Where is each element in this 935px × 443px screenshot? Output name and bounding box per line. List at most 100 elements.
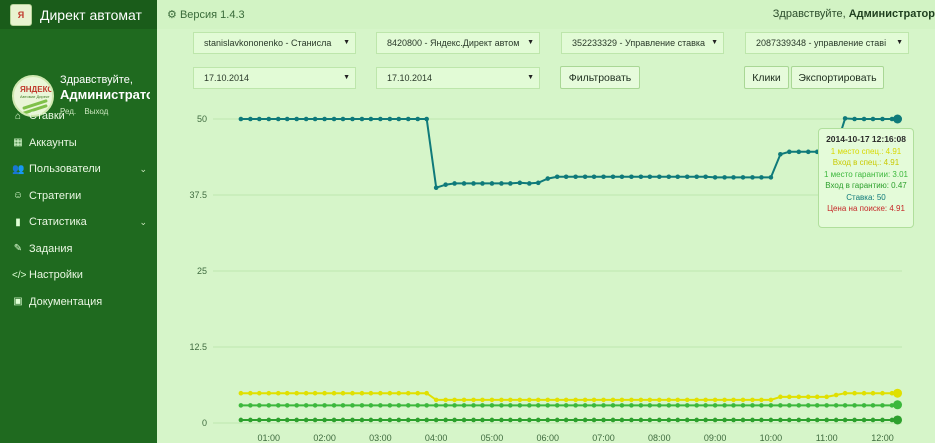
- app-title[interactable]: Директ автомат: [40, 6, 142, 23]
- data-point: [880, 417, 885, 423]
- data-point: [443, 182, 448, 187]
- data-point: [238, 417, 244, 423]
- data-point: [517, 397, 523, 403]
- data-point: [433, 397, 439, 403]
- data-point: [508, 403, 513, 408]
- sidebar-item-0[interactable]: ⌂ Ставки: [0, 103, 157, 130]
- caret-down-icon: ▼: [343, 39, 350, 46]
- data-point: [424, 417, 429, 423]
- y-tick-label: 12.5: [189, 342, 207, 352]
- profile-links: Ред. Выход: [60, 107, 114, 116]
- filter-button[interactable]: Фильтровать: [560, 66, 640, 89]
- data-point: [471, 417, 476, 423]
- brand-bar[interactable]: Я Директ автомат: [0, 0, 157, 29]
- data-point: [647, 417, 653, 423]
- data-point: [573, 397, 578, 403]
- data-point: [535, 403, 541, 408]
- sidebar-item-label: Статистика: [29, 216, 87, 229]
- data-point: [582, 174, 588, 180]
- sidebar-item-label: Задания: [29, 242, 73, 255]
- data-point: [787, 417, 792, 423]
- data-point: [266, 403, 272, 408]
- company-select[interactable]: 8420800 - Яндекс.Директ автом ▼: [376, 32, 540, 54]
- sidebar-item-3[interactable]: ☺ Стратегии: [0, 183, 157, 210]
- data-point: [535, 397, 541, 403]
- data-point: [814, 417, 820, 423]
- x-tick-label: 02:00: [313, 433, 336, 443]
- data-point: [889, 116, 895, 122]
- phrase-select[interactable]: 2087339348 - управление ставі ▼: [745, 32, 909, 54]
- campaign-select[interactable]: 352233329 - Управление ставка ▼: [561, 32, 724, 54]
- data-point: [331, 403, 337, 408]
- data-point: [768, 417, 774, 423]
- top-username[interactable]: Администратор: [848, 8, 935, 20]
- data-point: [684, 174, 690, 180]
- data-point: [870, 116, 876, 122]
- data-point: [452, 403, 457, 408]
- data-point: [284, 390, 290, 396]
- sidebar-item-label: Стратегии: [29, 189, 82, 202]
- sidebar-item-6[interactable]: </> Настройки: [0, 262, 157, 289]
- data-point: [359, 403, 365, 408]
- app-logo-icon: Я: [10, 3, 32, 26]
- data-point: [294, 116, 299, 122]
- data-point: [619, 174, 625, 180]
- caret-down-icon: ▼: [527, 74, 534, 81]
- data-point: [517, 417, 523, 423]
- data-point: [591, 174, 597, 180]
- data-point: [796, 149, 802, 155]
- data-point: [563, 403, 569, 408]
- data-point: [350, 417, 355, 423]
- data-point: [740, 403, 746, 408]
- sidebar-item-4[interactable]: ▮ Статистика ⌄: [0, 209, 157, 236]
- chevron-down-icon[interactable]: ⌄: [139, 163, 147, 174]
- sidebar-item-7[interactable]: ▣ Документация: [0, 289, 157, 316]
- data-point: [712, 417, 718, 423]
- data-point: [740, 417, 746, 423]
- y-tick-label: 37.5: [189, 190, 207, 200]
- data-point: [480, 403, 485, 408]
- sidebar-item-label: Пользователи: [29, 163, 101, 176]
- data-point: [433, 403, 439, 408]
- data-point: [647, 397, 653, 403]
- top-greeting: Здравствуйте, Администратор: [773, 8, 935, 20]
- data-point: [712, 175, 718, 180]
- profile-greeting: Здравствуйте,: [60, 74, 133, 86]
- date-to-select[interactable]: 17.10.2014 ▼: [376, 67, 540, 89]
- data-point: [657, 174, 662, 180]
- data-point: [424, 403, 429, 408]
- data-point: [787, 394, 792, 400]
- data-point: [424, 390, 429, 396]
- edit-profile-link[interactable]: Ред.: [60, 107, 77, 116]
- data-point: [610, 403, 616, 408]
- chevron-down-icon[interactable]: ⌄: [139, 216, 147, 227]
- data-point: [805, 394, 811, 400]
- edit-icon: ✎: [13, 243, 23, 255]
- clicks-button[interactable]: Клики: [744, 66, 789, 89]
- account-select[interactable]: stanislavkononenko - Станисла ▼: [193, 32, 356, 54]
- data-point: [861, 417, 867, 423]
- data-point: [331, 390, 337, 396]
- data-point: [489, 417, 495, 423]
- data-point: [517, 403, 523, 408]
- logout-link[interactable]: Выход: [84, 107, 109, 116]
- sidebar-item-2[interactable]: 👥 Пользователи ⌄: [0, 156, 157, 183]
- data-point: [601, 403, 606, 408]
- data-point: [257, 417, 262, 423]
- data-point: [833, 417, 839, 423]
- top-bar: ⚙ Версия 1.4.3 Здравствуйте, Администрат…: [157, 0, 935, 29]
- data-point: [722, 403, 727, 408]
- data-point: [312, 116, 318, 122]
- data-point: [601, 417, 606, 423]
- data-point: [257, 403, 262, 408]
- data-point: [350, 116, 355, 122]
- data-point: [805, 417, 811, 423]
- data-point: [703, 397, 708, 403]
- sidebar-item-5[interactable]: ✎ Задания: [0, 236, 157, 263]
- sidebar-item-1[interactable]: ▦ Аккаунты: [0, 130, 157, 157]
- export-button[interactable]: Экспортировать: [791, 66, 884, 89]
- caret-down-icon: ▼: [896, 39, 903, 46]
- data-point: [461, 397, 467, 403]
- phrase-select-value: 2087339348 - управление ставі: [756, 38, 887, 48]
- date-from-select[interactable]: 17.10.2014 ▼: [193, 67, 356, 89]
